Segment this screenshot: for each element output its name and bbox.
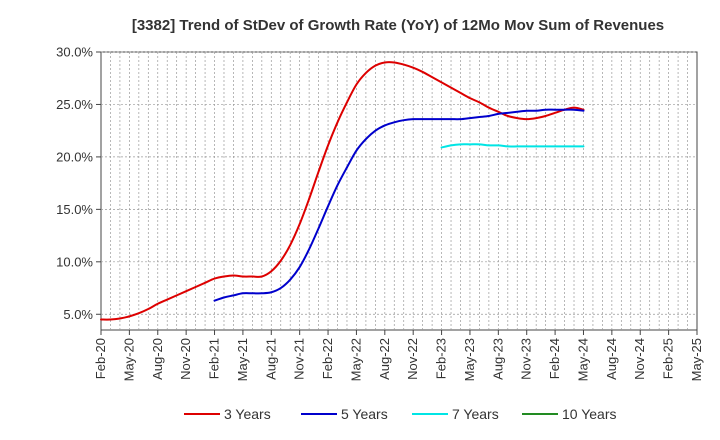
x-tick-label: May-23: [462, 338, 477, 381]
x-tick-label: Feb-20: [93, 338, 108, 379]
legend: 3 Years 5 Years 7 Years 10 Years: [184, 406, 617, 422]
x-tick-label: Feb-23: [434, 338, 449, 379]
y-tick-label: 10.0%: [56, 254, 93, 269]
grid: [101, 51, 697, 330]
legend-label-3-years: 3 Years: [224, 406, 271, 422]
x-tick-label: Feb-22: [320, 338, 335, 379]
legend-label-10-years: 10 Years: [562, 406, 617, 422]
y-tick-label: 20.0%: [56, 149, 93, 164]
legend-item-10-years: 10 Years: [522, 406, 617, 422]
x-tick-label: May-20: [121, 338, 136, 381]
series-layer: [100, 61, 585, 321]
x-tick-label: Nov-20: [178, 338, 193, 380]
series-line-7-years: [440, 143, 585, 149]
x-tick-label: Aug-23: [490, 338, 505, 380]
y-tick-label: 30.0%: [56, 45, 93, 60]
x-tick-label: May-25: [689, 338, 704, 381]
x-tick-label: Nov-23: [519, 338, 534, 380]
legend-label-5-years: 5 Years: [341, 406, 388, 422]
plot-area: [100, 51, 698, 331]
x-tick-label: May-22: [348, 338, 363, 381]
y-axis: 5.0% 10.0% 15.0% 20.0% 25.0% 30.0%: [56, 45, 101, 322]
legend-item-7-years: 7 Years: [412, 406, 499, 422]
x-tick-label: Aug-21: [263, 338, 278, 380]
y-tick-label: 5.0%: [63, 307, 93, 322]
x-tick-label: Aug-24: [604, 338, 619, 380]
legend-item-3-years: 3 Years: [184, 406, 271, 422]
chart-title: [3382] Trend of StDev of Growth Rate (Yo…: [132, 17, 664, 34]
x-tick-label: May-24: [575, 338, 590, 381]
x-tick-label: May-21: [235, 338, 250, 381]
x-tick-label: Nov-21: [292, 338, 307, 380]
x-tick-label: Feb-25: [661, 338, 676, 379]
x-tick-label: Aug-22: [377, 338, 392, 380]
x-tick-label: Nov-24: [632, 338, 647, 380]
y-tick-label: 25.0%: [56, 97, 93, 112]
series-line-5-years: [213, 108, 585, 302]
x-tick-label: Nov-22: [405, 338, 420, 380]
legend-label-7-years: 7 Years: [452, 406, 499, 422]
legend-item-5-years: 5 Years: [301, 406, 388, 422]
x-tick-label: Feb-21: [207, 338, 222, 379]
plot-frame: [100, 51, 698, 331]
x-tick-label: Feb-24: [547, 338, 562, 379]
x-axis: Feb-20 May-20 Aug-20 Nov-20 Feb-21 May-21 Aug-…: [93, 330, 704, 381]
x-tick-label: Aug-20: [150, 338, 165, 380]
y-tick-label: 15.0%: [56, 202, 93, 217]
